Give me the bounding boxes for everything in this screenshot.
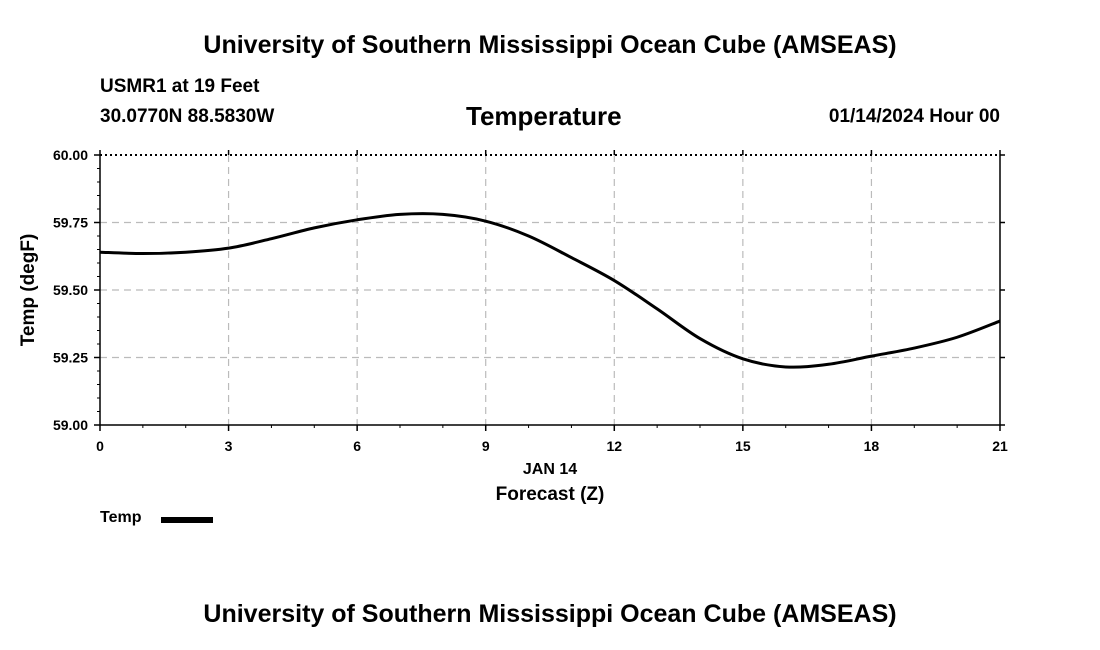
y-tick-label: 60.00 [53,147,88,163]
x-tick-label: 15 [735,438,751,454]
legend-label: Temp [100,509,142,526]
station-label: USMR1 at 19 Feet [100,76,260,97]
x-tick-label: 3 [225,438,233,454]
x-tick-label: 18 [864,438,880,454]
coordinates-label: 30.0770N 88.5830W [100,106,275,127]
variable-title: Temperature [466,101,622,131]
x-axis-date-label: JAN 14 [523,461,577,478]
y-tick-label: 59.75 [53,215,88,231]
x-tick-label: 12 [606,438,622,454]
y-tick-label: 59.00 [53,417,88,433]
legend-line-swatch [161,517,213,523]
datetime-label: 01/14/2024 Hour 00 [828,106,1000,127]
chart-title: University of Southern Mississippi Ocean… [203,31,897,59]
y-tick-label: 59.50 [53,282,88,298]
series-line-temp [99,212,1001,369]
x-axis-label: Forecast (Z) [496,484,605,505]
x-tick-label: 9 [482,438,490,454]
footer-title: University of Southern Mississippi Ocean… [203,600,897,628]
x-tick-label: 6 [353,438,361,454]
x-tick-label: 21 [992,438,1008,454]
x-tick-label: 0 [96,438,104,454]
y-axis-label: Temp (degF) [18,234,39,347]
y-tick-label: 59.25 [53,350,88,366]
